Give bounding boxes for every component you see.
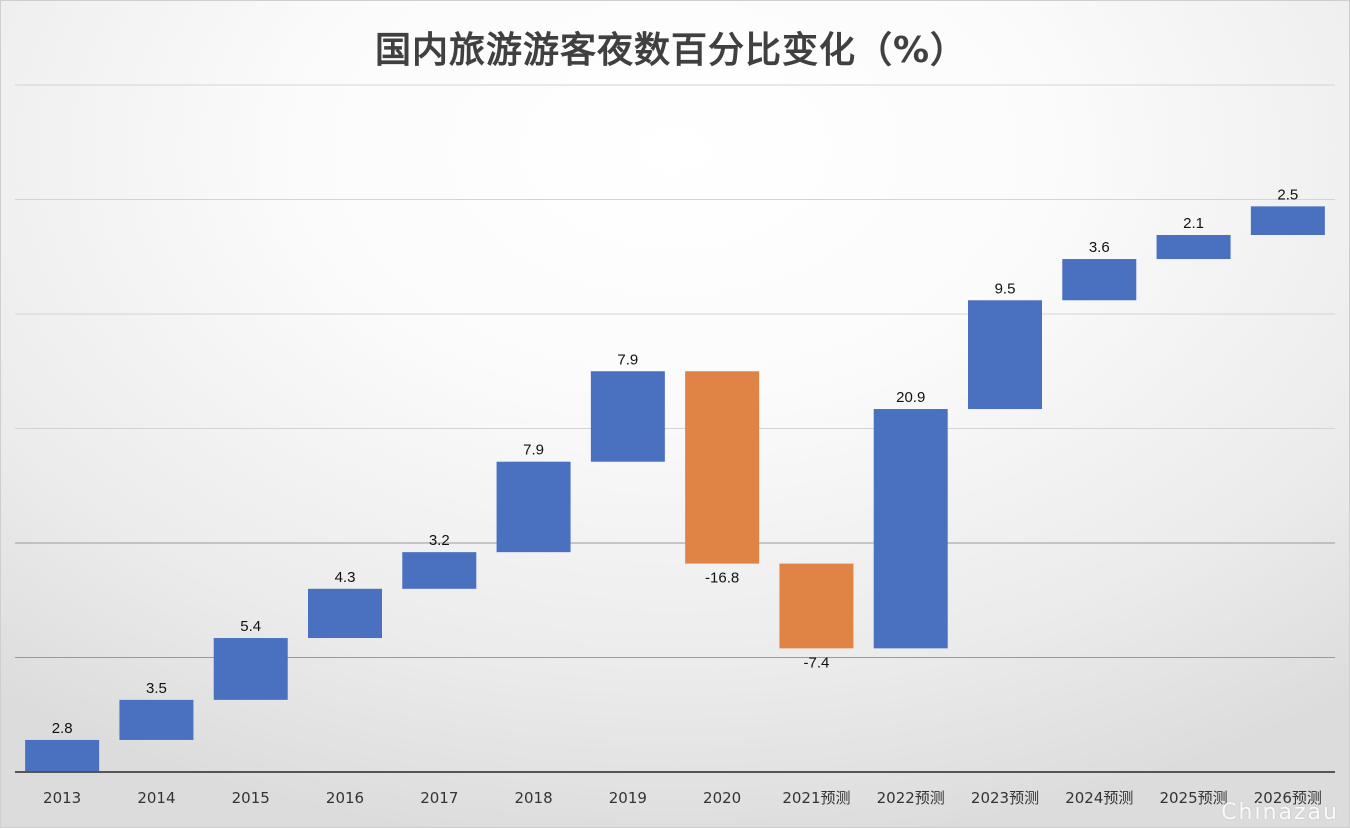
bar-2013	[25, 739, 100, 772]
category-label: 2013	[43, 789, 81, 807]
bar-2024预测	[1062, 259, 1137, 301]
value-labels: 2.8 3.5 5.4 4.3 3.2 7.9 7.9 -16.8 -7.4 20.9 9.5 3.6…	[52, 186, 1299, 737]
value-label: 3.5	[146, 680, 167, 697]
bar-2016	[308, 588, 382, 639]
chart-title: 国内旅游游客夜数百分比变化（%）	[374, 30, 968, 71]
bar-2015	[213, 638, 288, 700]
value-label: 9.5	[995, 280, 1016, 297]
category-label: 2018	[514, 789, 552, 807]
category-label: 2016	[326, 789, 364, 807]
bar-2020	[685, 371, 760, 564]
value-label: -16.8	[705, 570, 739, 587]
category-label: 2026预测	[1254, 789, 1322, 807]
category-label: 2014	[137, 789, 175, 807]
bar-2021预测	[779, 563, 854, 649]
category-label: 2019	[609, 789, 647, 807]
bar-2019	[590, 371, 665, 462]
category-label: 2020	[703, 789, 741, 807]
bars	[25, 206, 1325, 772]
value-label: 2.8	[52, 720, 73, 737]
category-label: 2015	[232, 789, 270, 807]
bar-2018	[496, 461, 571, 553]
value-label: 4.3	[335, 569, 356, 586]
category-label: 2025预测	[1159, 789, 1227, 807]
value-label: 5.4	[240, 618, 261, 635]
gridlines	[15, 84, 1335, 658]
category-label: 2021预测	[782, 789, 850, 807]
value-label: 20.9	[896, 389, 925, 406]
watermark: Chinazau	[1221, 800, 1339, 825]
value-label: 2.1	[1183, 215, 1204, 232]
category-labels: 2013 2014 2015 2016 2017 2018 2019 2020 2021预测 20…	[43, 789, 1322, 807]
bar-2025预测	[1156, 234, 1231, 260]
bar-2023预测	[968, 300, 1042, 410]
bar-2014	[119, 699, 194, 740]
value-label: -7.4	[803, 654, 829, 671]
bar-2026预测	[1250, 206, 1325, 235]
category-label: 2023预测	[971, 789, 1039, 807]
value-label: 3.2	[429, 532, 450, 549]
value-label: 2.5	[1277, 186, 1298, 203]
value-label: 7.9	[617, 351, 638, 368]
category-label: 2017	[420, 789, 458, 807]
value-label: 3.6	[1089, 239, 1110, 256]
bar-2022预测	[873, 409, 948, 649]
category-label: 2022预测	[877, 789, 945, 807]
bar-2017	[402, 552, 477, 589]
category-label: 2024预测	[1065, 789, 1133, 807]
value-label: 7.9	[523, 442, 544, 459]
